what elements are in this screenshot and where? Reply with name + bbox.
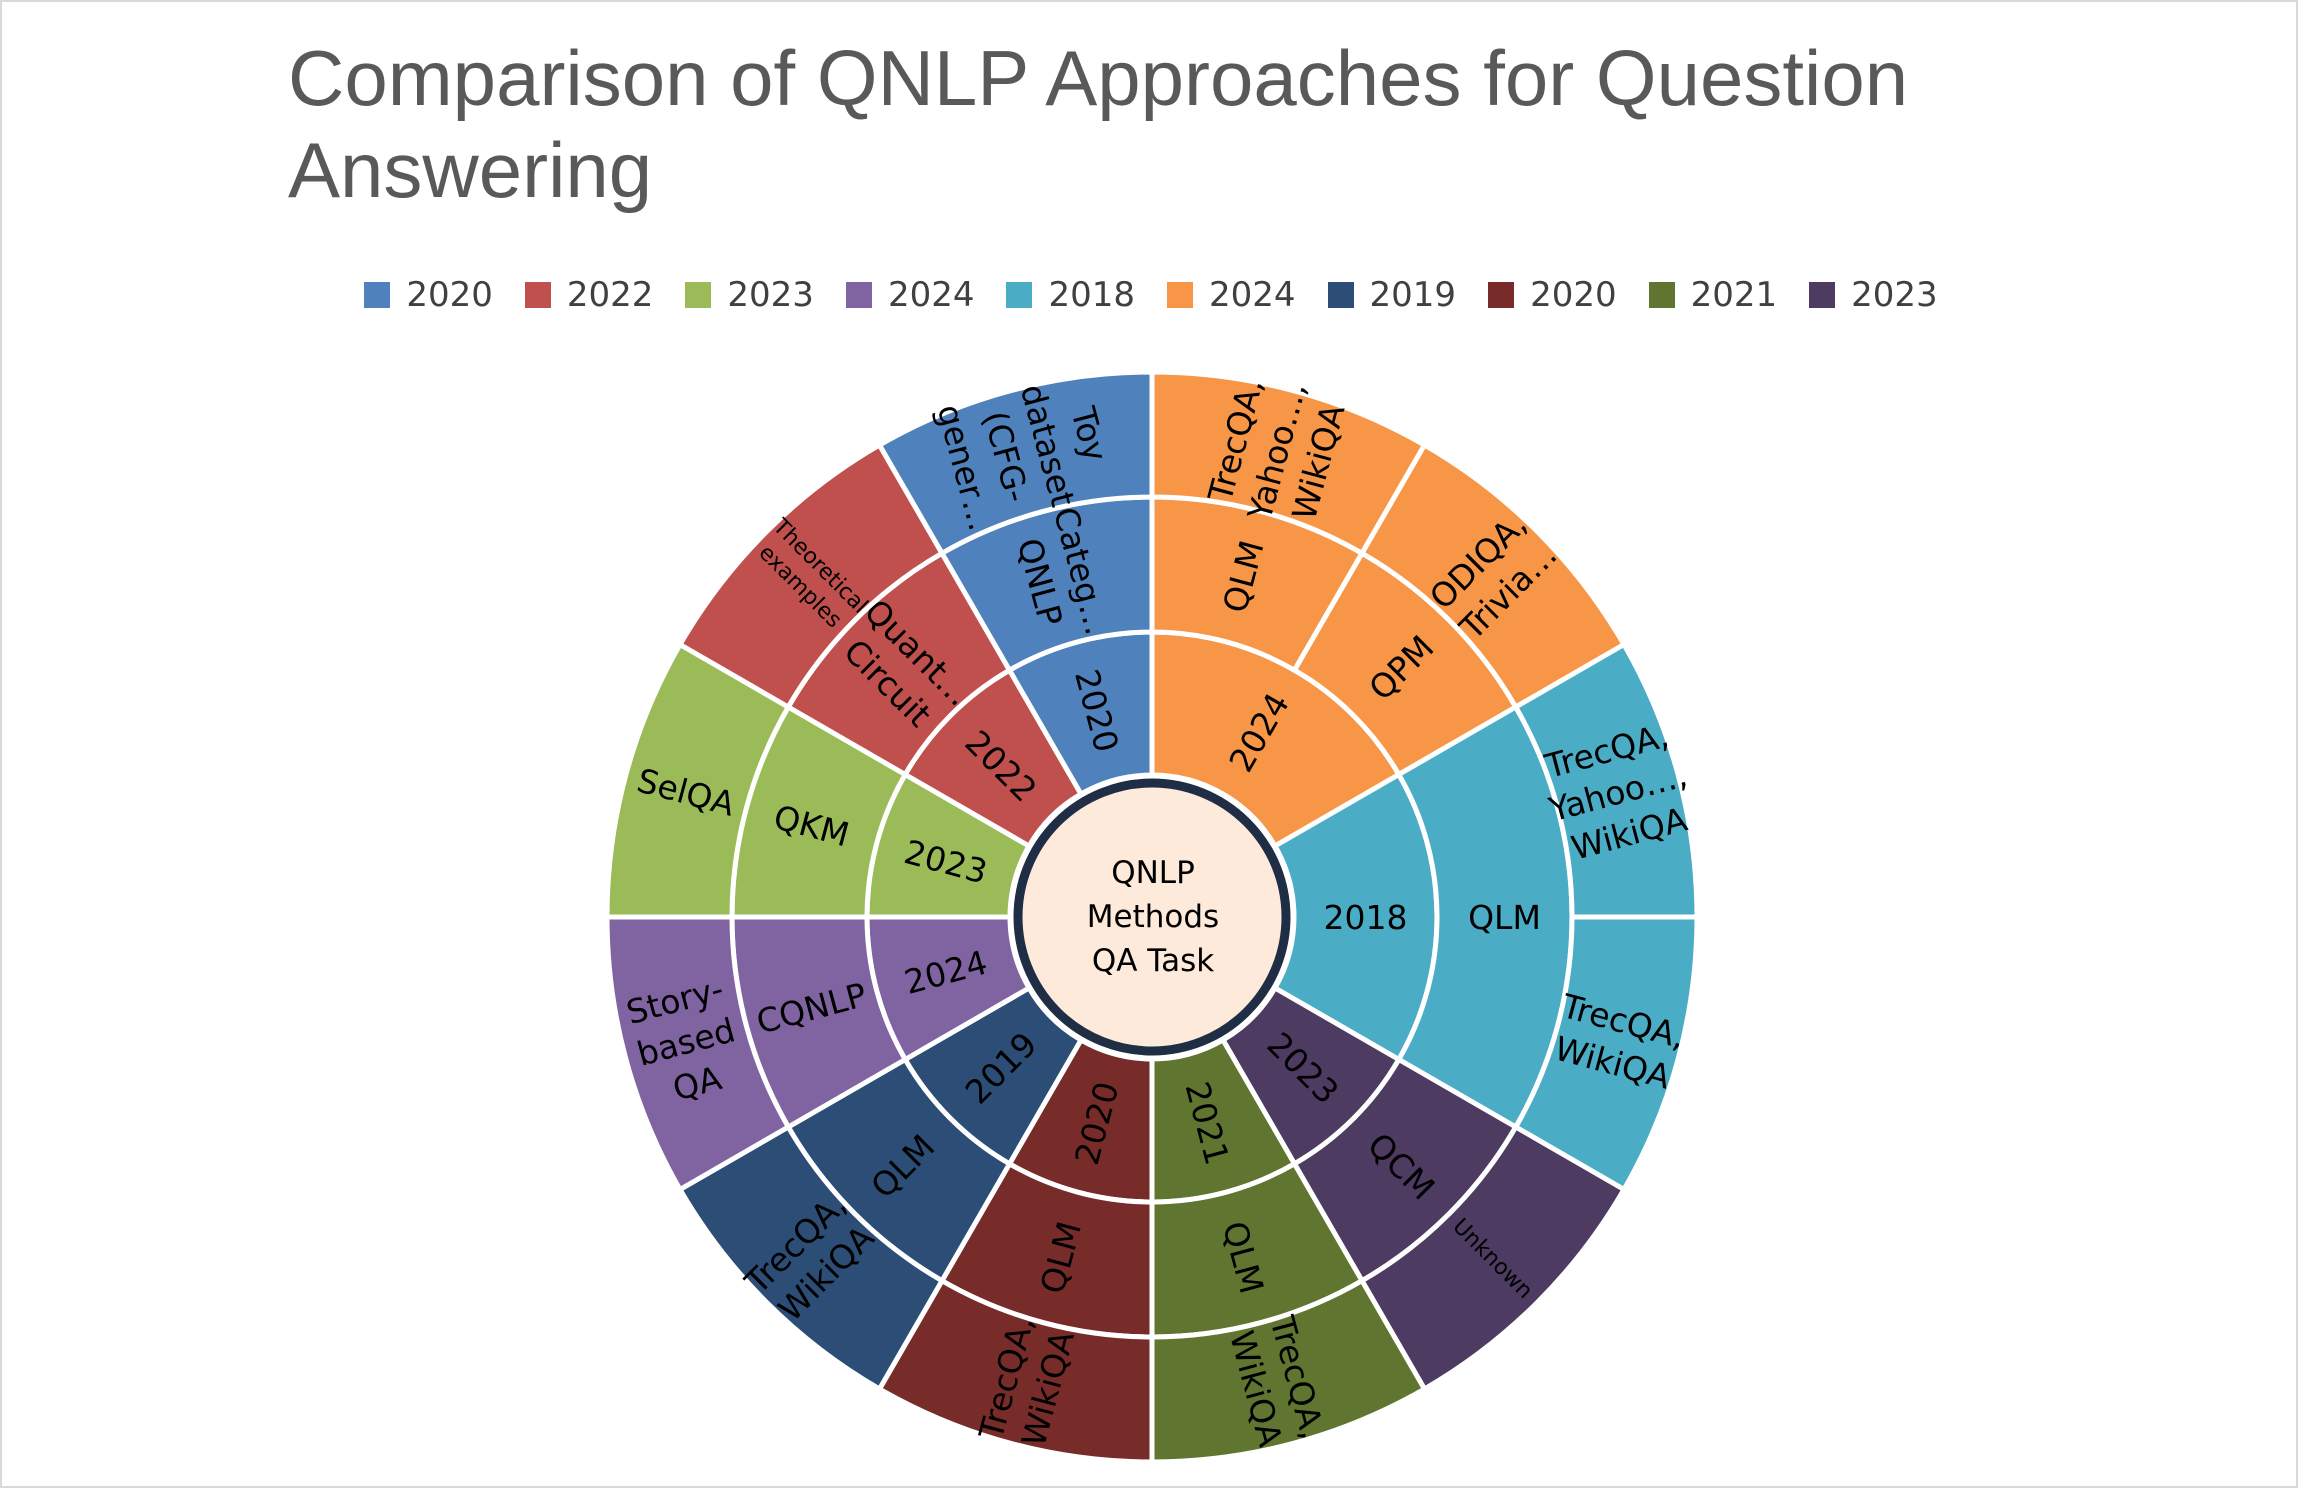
method-label: QLM: [1468, 898, 1541, 937]
legend-item: 2023: [685, 275, 814, 315]
legend-item: 2021: [1648, 275, 1778, 315]
legend-swatch: [524, 282, 551, 308]
legend-item: 2024: [845, 275, 975, 315]
center-label: QNLP Methods QA Task: [1013, 832, 1293, 1002]
legend-item: 2023: [1809, 275, 1938, 315]
legend-swatch: [364, 282, 391, 308]
legend-label: 2024: [887, 275, 975, 315]
center-label-line: QNLP: [1111, 855, 1195, 891]
legend-label: 2021: [1690, 275, 1778, 315]
legend-item: 2020: [364, 275, 493, 315]
legend-item: 2018: [1006, 275, 1135, 315]
legend-label: 2023: [727, 275, 814, 315]
center-circle: [1013, 778, 1291, 1056]
legend-label: 2022: [566, 275, 654, 315]
legend-label: 2023: [1851, 275, 1938, 315]
legend-label: 2019: [1369, 275, 1457, 315]
center-label-line: Methods: [1086, 899, 1220, 935]
legend-label: 2020: [1530, 275, 1617, 315]
legend-item: 2020: [1488, 275, 1617, 315]
center-label-line: QA Task: [1091, 943, 1215, 979]
legend-swatch: [685, 282, 712, 308]
legend-swatch: [1648, 282, 1675, 308]
legend-swatch: [1006, 282, 1033, 308]
chart-title: Comparison of QNLP Approaches for Questi…: [288, 34, 1909, 214]
legend-item: 2019: [1327, 275, 1457, 315]
legend-swatch: [845, 282, 872, 308]
task-segment: [876, 369, 1155, 557]
legend-item: 2024: [1167, 275, 1296, 315]
legend-swatch: [1327, 282, 1354, 308]
chart-legend: 2020 2022 2023 2024 2018 2024 2019 2020 2021 2023: [2, 270, 2296, 320]
legend-label: 2018: [1048, 275, 1135, 315]
legend-swatch: [1488, 282, 1515, 308]
legend-swatch: [1809, 282, 1836, 308]
legend-swatch: [1167, 282, 1193, 308]
legend-item: 2022: [524, 275, 654, 315]
legend-label: 2020: [406, 275, 493, 315]
legend-label: 2024: [1209, 275, 1296, 315]
year-label: 2018: [1324, 898, 1408, 937]
